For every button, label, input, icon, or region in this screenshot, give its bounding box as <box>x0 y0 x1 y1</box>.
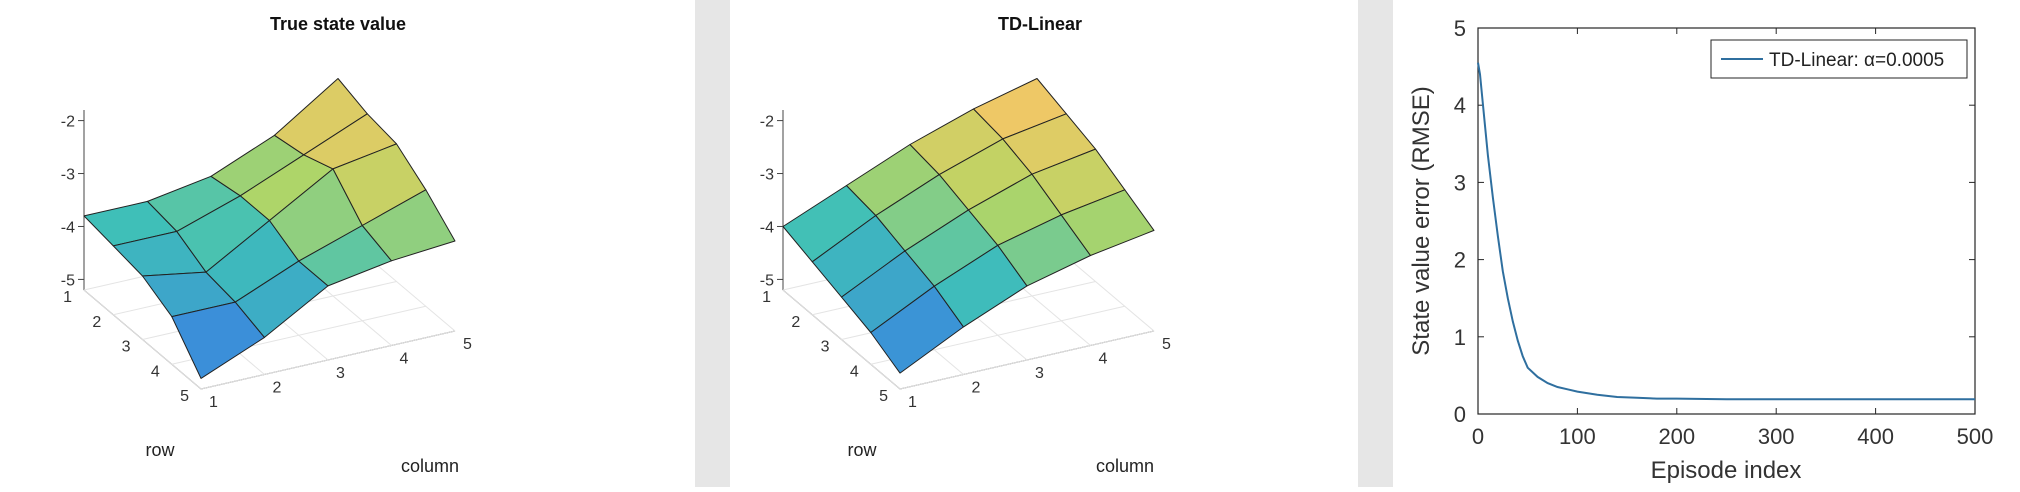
y-tick-label: 2 <box>1454 248 1466 273</box>
y-tick-label: 1 <box>1454 325 1466 350</box>
column-tick-label: 2 <box>273 380 282 397</box>
rmse-line-chart: 0 100 200 300 400 500 0 1 2 3 4 5 TD-Linear: α=0.00… <box>1408 16 1994 484</box>
y-tick-label: 4 <box>1454 93 1466 118</box>
row-tick-label: 3 <box>821 339 830 356</box>
floor-grid-line <box>899 330 1155 390</box>
z-tick-label: -4 <box>61 219 75 236</box>
y-axis-label: row <box>847 440 877 460</box>
y-tick-label: 0 <box>1454 402 1466 427</box>
row-tick-label: 2 <box>791 314 800 331</box>
column-tick-label: 3 <box>1035 365 1044 382</box>
chart-title: True state value <box>270 14 406 34</box>
x-axis-label: column <box>1096 456 1154 476</box>
plot-area <box>1477 27 1976 415</box>
column-tick-label: 4 <box>400 351 409 368</box>
z-tick-label: -2 <box>61 114 75 131</box>
z-tick-label: -3 <box>760 167 774 184</box>
z-tick-label: -2 <box>760 114 774 131</box>
z-tick-label: -3 <box>61 167 75 184</box>
true-state-value-panel: True state value -2 -3 -4 -5 1 2 3 4 5 1 2 3 4 5 colu… <box>0 0 695 487</box>
column-tick-label: 3 <box>336 365 345 382</box>
row-tick-label: 3 <box>122 339 131 356</box>
y-axis-label: State value error (RMSE) <box>1408 86 1435 355</box>
row-tick-label: 5 <box>879 388 888 405</box>
row-tick-label: 1 <box>762 289 771 306</box>
legend: TD-Linear: α=0.0005 <box>1710 39 1968 79</box>
column-tick-label: 1 <box>908 394 917 411</box>
column-tick-label: 5 <box>463 336 472 353</box>
x-tick-label: 200 <box>1658 424 1695 449</box>
x-tick-label: 300 <box>1758 424 1795 449</box>
y-tick-label: 3 <box>1454 170 1466 195</box>
panel-separator <box>695 0 730 487</box>
x-axis-label: Episode index <box>1651 457 1802 484</box>
y-tick-label: 5 <box>1454 16 1466 41</box>
row-tick-label: 4 <box>151 363 160 380</box>
floor-grid-line <box>200 330 456 390</box>
legend-label: TD-Linear: α=0.0005 <box>1769 50 1944 71</box>
chart-title: TD-Linear <box>998 14 1082 34</box>
rmse-panel: 0 100 200 300 400 500 0 1 2 3 4 5 TD-Linear: α=0.00… <box>1393 0 2020 487</box>
column-tick-label: 1 <box>209 394 218 411</box>
z-tick-label: -4 <box>760 219 774 236</box>
row-tick-label: 2 <box>92 314 101 331</box>
panel-separator <box>1358 0 1393 487</box>
x-tick-label: 400 <box>1857 424 1894 449</box>
column-tick-label: 4 <box>1099 351 1108 368</box>
x-axis-label: column <box>401 456 459 476</box>
surface-patch <box>1060 189 1155 256</box>
series-line-td-linear <box>1477 62 1975 401</box>
row-tick-label: 1 <box>63 289 72 306</box>
column-tick-label: 2 <box>972 380 981 397</box>
x-tick-label: 500 <box>1957 424 1994 449</box>
y-axis-label: row <box>145 440 175 460</box>
row-tick-label: 5 <box>180 388 189 405</box>
x-tick-label: 0 <box>1472 424 1484 449</box>
z-tick-label: -5 <box>61 272 75 289</box>
surface-patch <box>361 189 456 262</box>
z-tick-label: -5 <box>760 272 774 289</box>
column-tick-label: 5 <box>1162 336 1171 353</box>
td-linear-panel: TD-Linear -2 -3 -4 -5 1 2 3 4 5 1 2 3 4 5 column row <box>730 0 1358 487</box>
x-tick-label: 100 <box>1559 424 1596 449</box>
row-tick-label: 4 <box>850 363 859 380</box>
